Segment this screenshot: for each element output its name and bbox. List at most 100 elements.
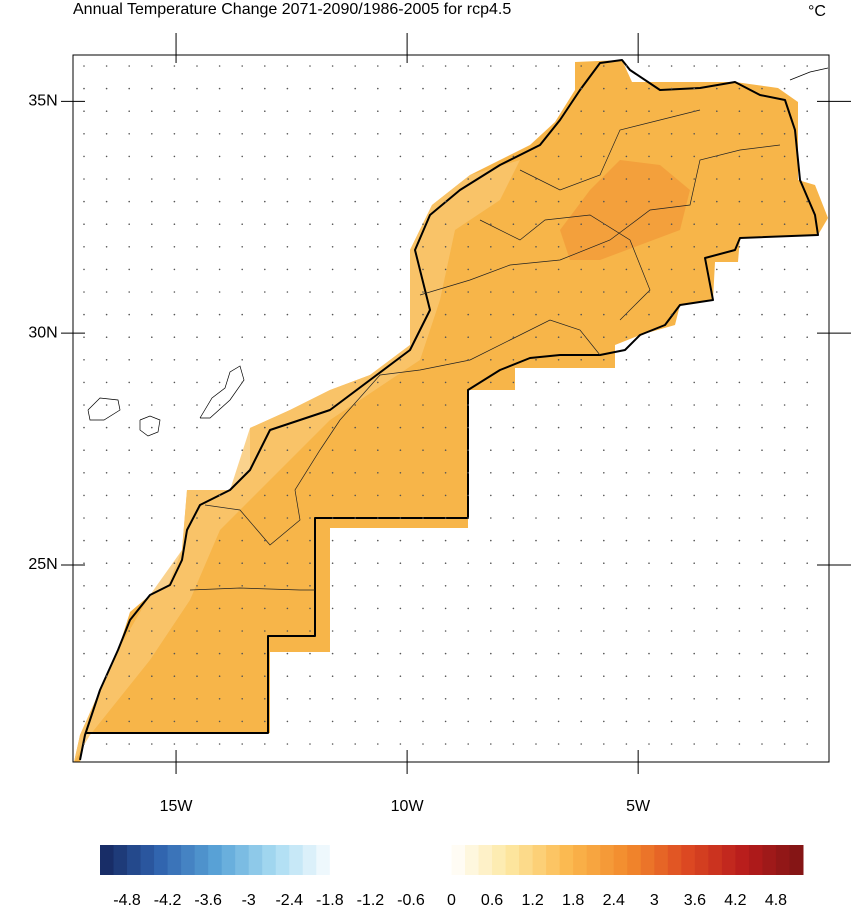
grid-dot bbox=[783, 404, 786, 406]
grid-dot bbox=[218, 562, 221, 564]
grid-dot bbox=[264, 743, 266, 745]
grid-dot bbox=[806, 472, 808, 474]
grid-dot bbox=[467, 359, 470, 361]
grid-dot bbox=[603, 426, 605, 429]
grid-dot bbox=[331, 562, 334, 564]
grid-dot bbox=[625, 246, 628, 248]
grid-dot bbox=[83, 517, 85, 519]
grid-dot bbox=[467, 404, 470, 406]
grid-dot bbox=[783, 359, 786, 361]
grid-dot bbox=[738, 585, 741, 587]
grid-dot bbox=[173, 494, 176, 497]
grid-dot bbox=[151, 720, 153, 723]
grid-dot bbox=[241, 133, 243, 135]
grid-dot bbox=[783, 178, 786, 180]
grid-dot bbox=[241, 494, 243, 497]
grid-dot bbox=[580, 539, 582, 542]
grid-dot bbox=[535, 630, 537, 632]
grid-dot bbox=[399, 426, 402, 429]
grid-dot bbox=[377, 743, 379, 745]
grid-dot bbox=[309, 381, 311, 384]
grid-dot bbox=[783, 223, 786, 225]
grid-dot bbox=[331, 630, 334, 632]
grid-dot bbox=[399, 178, 402, 180]
unit: °C bbox=[808, 3, 826, 20]
grid-dot bbox=[783, 381, 786, 384]
grid-dot bbox=[783, 268, 786, 271]
grid-dot bbox=[354, 720, 357, 723]
grid-dot bbox=[625, 630, 628, 632]
grid-dot bbox=[354, 246, 357, 248]
grid-dot bbox=[377, 585, 379, 587]
grid-dot bbox=[151, 65, 153, 67]
grid-dot bbox=[286, 313, 289, 316]
grid-dot bbox=[128, 585, 130, 587]
grid-dot bbox=[670, 494, 673, 497]
grid-dot bbox=[128, 178, 130, 180]
grid-dot bbox=[83, 539, 85, 542]
grid-dot bbox=[399, 607, 402, 610]
grid-dot bbox=[648, 630, 650, 632]
grid-dot bbox=[670, 246, 673, 248]
grid-dot bbox=[309, 336, 311, 339]
grid-dot bbox=[309, 675, 311, 677]
colorbar-box bbox=[748, 845, 763, 875]
grid-dot bbox=[580, 155, 582, 158]
grid-dot bbox=[196, 472, 198, 474]
grid-dot bbox=[196, 494, 198, 497]
colorbar-box bbox=[208, 845, 223, 875]
grid-dot bbox=[173, 743, 176, 745]
grid-dot bbox=[512, 268, 515, 271]
grid-dot bbox=[716, 449, 718, 452]
grid-dot bbox=[286, 381, 289, 384]
grid-dot bbox=[625, 539, 628, 542]
colorbar-box bbox=[100, 845, 115, 875]
grid-dot bbox=[716, 652, 718, 655]
grid-dot bbox=[648, 200, 650, 203]
grid-dot bbox=[603, 268, 605, 271]
grid-dot bbox=[783, 336, 786, 339]
grid-dot bbox=[173, 607, 176, 610]
grid-dot bbox=[151, 404, 153, 406]
grid-dot bbox=[151, 562, 153, 564]
colorbar-box bbox=[424, 845, 439, 875]
grid-dot bbox=[309, 720, 311, 723]
grid-dot bbox=[377, 698, 379, 700]
grid-dot bbox=[399, 65, 402, 67]
grid-dot bbox=[444, 404, 447, 406]
grid-dot bbox=[105, 494, 108, 497]
grid-dot bbox=[716, 494, 718, 497]
grid-dot bbox=[535, 87, 537, 90]
grid-dot bbox=[693, 517, 695, 519]
grid-dot bbox=[806, 607, 808, 610]
grid-dot bbox=[309, 200, 311, 203]
grid-dot bbox=[557, 223, 560, 225]
grid-dot bbox=[399, 223, 402, 225]
grid-dot bbox=[806, 494, 808, 497]
grid-dot bbox=[761, 246, 763, 248]
grid-dot bbox=[331, 494, 334, 497]
grid-dot bbox=[467, 630, 470, 632]
grid-dot bbox=[693, 268, 695, 271]
grid-dot bbox=[490, 359, 492, 361]
grid-dot bbox=[377, 539, 379, 542]
grid-dot bbox=[603, 65, 605, 67]
grid-dot bbox=[399, 562, 402, 564]
colorbar-box bbox=[654, 845, 669, 875]
grid-dot bbox=[354, 472, 357, 474]
colorbar-box bbox=[600, 845, 615, 875]
colorbar-label: -2.4 bbox=[275, 892, 303, 909]
grid-dot bbox=[512, 291, 515, 293]
grid-dot bbox=[218, 472, 221, 474]
colorbar-box bbox=[316, 845, 331, 875]
grid-dot bbox=[105, 472, 108, 474]
internal-border bbox=[419, 144, 781, 296]
grid-dot bbox=[128, 246, 130, 248]
grid-dot bbox=[377, 268, 379, 271]
grid-dot bbox=[806, 743, 808, 745]
grid-dot bbox=[196, 65, 198, 67]
grid-dot bbox=[783, 87, 786, 90]
grid-dot bbox=[286, 675, 289, 677]
grid-dot bbox=[738, 562, 741, 564]
grid-dot bbox=[580, 359, 582, 361]
